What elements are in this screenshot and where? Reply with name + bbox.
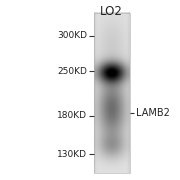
Bar — [94, 13, 130, 173]
Text: LAMB2: LAMB2 — [136, 108, 170, 118]
Text: 130KD: 130KD — [57, 150, 87, 159]
Text: 300KD: 300KD — [57, 31, 87, 40]
Text: 250KD: 250KD — [57, 67, 87, 76]
Text: LO2: LO2 — [100, 5, 123, 18]
Text: 180KD: 180KD — [57, 111, 87, 120]
